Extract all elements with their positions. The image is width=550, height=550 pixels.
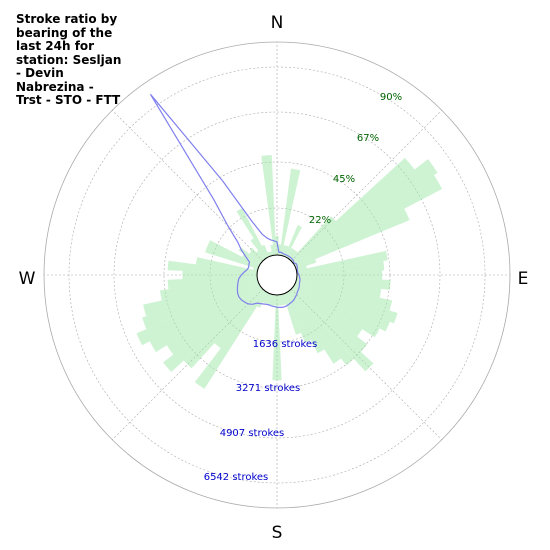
ratio-bar: [269, 251, 273, 256]
compass-label-n: N: [271, 13, 284, 33]
stroke-ring-label: 6542 strokes: [204, 472, 269, 483]
ratio-bar: [250, 238, 267, 260]
ratio-bar: [296, 277, 382, 298]
ratio-bar: [253, 267, 258, 271]
ratio-bar: [261, 155, 277, 256]
ratio-bar: [277, 294, 282, 306]
ratio-bar: [294, 208, 410, 268]
ratio-bar: [279, 168, 301, 256]
ratio-bar: [293, 284, 380, 338]
ratio-bar: [292, 285, 363, 337]
ratio-bar: [286, 291, 325, 354]
ratio-bar: [296, 270, 383, 280]
ratio-bar: [249, 247, 264, 262]
ratio-bar: [261, 244, 270, 258]
ratio-bar: [283, 293, 301, 335]
ratio-ring-label: 22%: [309, 215, 331, 226]
ratio-bar: [296, 265, 307, 271]
stroke-ring-label: 3271 strokes: [236, 383, 301, 394]
ratio-bar: [287, 290, 342, 364]
grid-spoke: [112, 288, 264, 440]
compass-label-e: E: [518, 269, 529, 289]
stroke-ring-label: 4907 strokes: [220, 428, 285, 439]
grid-spoke: [290, 110, 442, 262]
ratio-bar: [267, 294, 273, 305]
stroke-ring-label: 1636 strokes: [253, 339, 318, 350]
ratio-bar: [291, 157, 415, 263]
ratio-bar: [256, 250, 265, 261]
ratio-bar: [284, 292, 311, 343]
ratio-bar: [167, 275, 258, 290]
ratio-bar: [205, 246, 259, 269]
ratio-bar: [291, 287, 368, 352]
ratio-bar: [279, 294, 284, 306]
ratio-bar: [142, 281, 259, 330]
ratio-ring-label: 45%: [333, 174, 355, 185]
ratio-bar: [284, 225, 302, 258]
ratio-bar: [136, 282, 260, 346]
chart-title: Stroke ratio by bearing of the last 24h …: [16, 12, 122, 107]
ratio-bar: [194, 290, 267, 389]
compass-label-s: S: [272, 523, 283, 543]
ratio-bar: [296, 250, 388, 273]
ratio-bar: [183, 288, 264, 369]
ratio-bar: [290, 288, 374, 372]
ratio-ring-label: 67%: [357, 133, 379, 144]
ratio-bar: [160, 277, 258, 301]
ratio-bar: [143, 279, 258, 317]
ratio-bar: [272, 294, 277, 306]
ratio-bar: [296, 279, 393, 311]
ratio-bar: [295, 281, 398, 324]
ratio-bar: [292, 159, 438, 265]
ratio-bar: [207, 240, 260, 268]
ratio-bar: [275, 235, 279, 256]
ratio-bar: [281, 294, 287, 305]
grid-spoke: [290, 288, 442, 440]
ratio-bar: [270, 294, 275, 306]
ratio-bar: [182, 270, 258, 280]
ratio-bar: [149, 284, 261, 353]
ratio-ring-label: 90%: [380, 92, 402, 103]
ratio-bar: [265, 293, 271, 305]
grid-ring: [113, 111, 441, 439]
ratio-bar: [289, 289, 354, 366]
compass-label-w: W: [19, 269, 36, 289]
ratio-bar: [296, 260, 385, 275]
ratio-bar: [238, 247, 262, 265]
ratio-bar: [249, 251, 263, 263]
ratio-bar: [293, 174, 443, 266]
ratio-bar: [294, 282, 390, 332]
ratio-bar: [167, 260, 258, 275]
ratio-bar: [295, 259, 317, 269]
ratio-bar: [296, 275, 391, 290]
ratio-bar: [267, 251, 271, 257]
ratio-bar: [163, 287, 263, 372]
strokes-line: [149, 93, 301, 308]
ratio-bar: [270, 244, 275, 256]
center-circle: [256, 254, 298, 296]
ratio-bar: [166, 285, 262, 355]
grid-spoke: [112, 110, 264, 262]
ratio-bar: [272, 294, 282, 381]
ratio-bar: [262, 292, 270, 304]
ratio-bar: [242, 253, 261, 266]
ratio-bar: [195, 257, 258, 273]
ratio-bar: [236, 208, 268, 259]
ratio-bar: [290, 216, 336, 262]
